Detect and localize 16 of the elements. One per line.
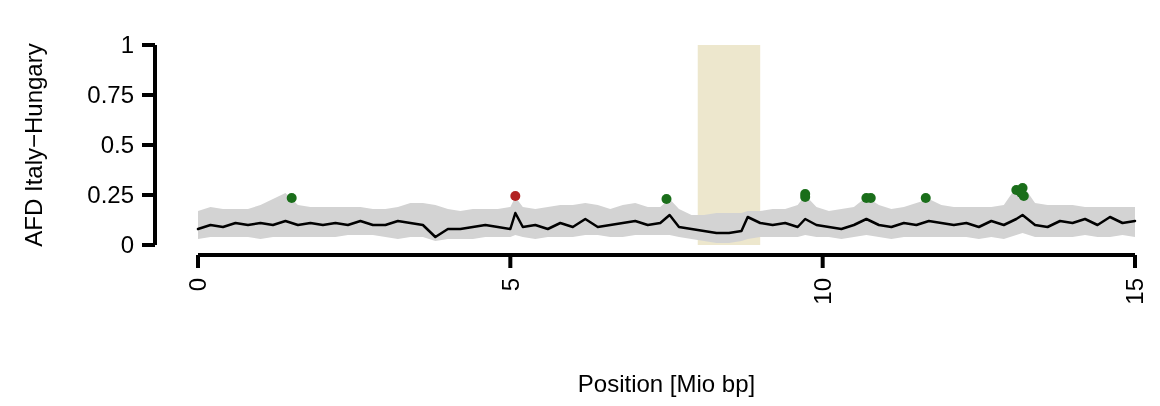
y-tick-label: 1	[120, 31, 134, 59]
x-tick-label: 10	[809, 278, 837, 305]
line-series	[196, 211, 1137, 239]
y-tick-label: 0.5	[100, 131, 134, 159]
y-tick-label: 0	[120, 231, 134, 259]
x-tick-label: 15	[1121, 278, 1149, 305]
y-tick-label: 0.75	[87, 81, 134, 109]
y-axis-title: AFD Italy−Hungary	[20, 43, 47, 247]
point	[510, 191, 521, 201]
point	[920, 193, 931, 203]
x-axis-title: Position [Mio bp]	[577, 370, 756, 397]
x-tick-label: 5	[496, 278, 524, 292]
point	[286, 193, 297, 203]
x-tick-label: 0	[184, 278, 212, 292]
y-tick-label: 0.25	[87, 181, 134, 209]
point	[661, 194, 672, 204]
